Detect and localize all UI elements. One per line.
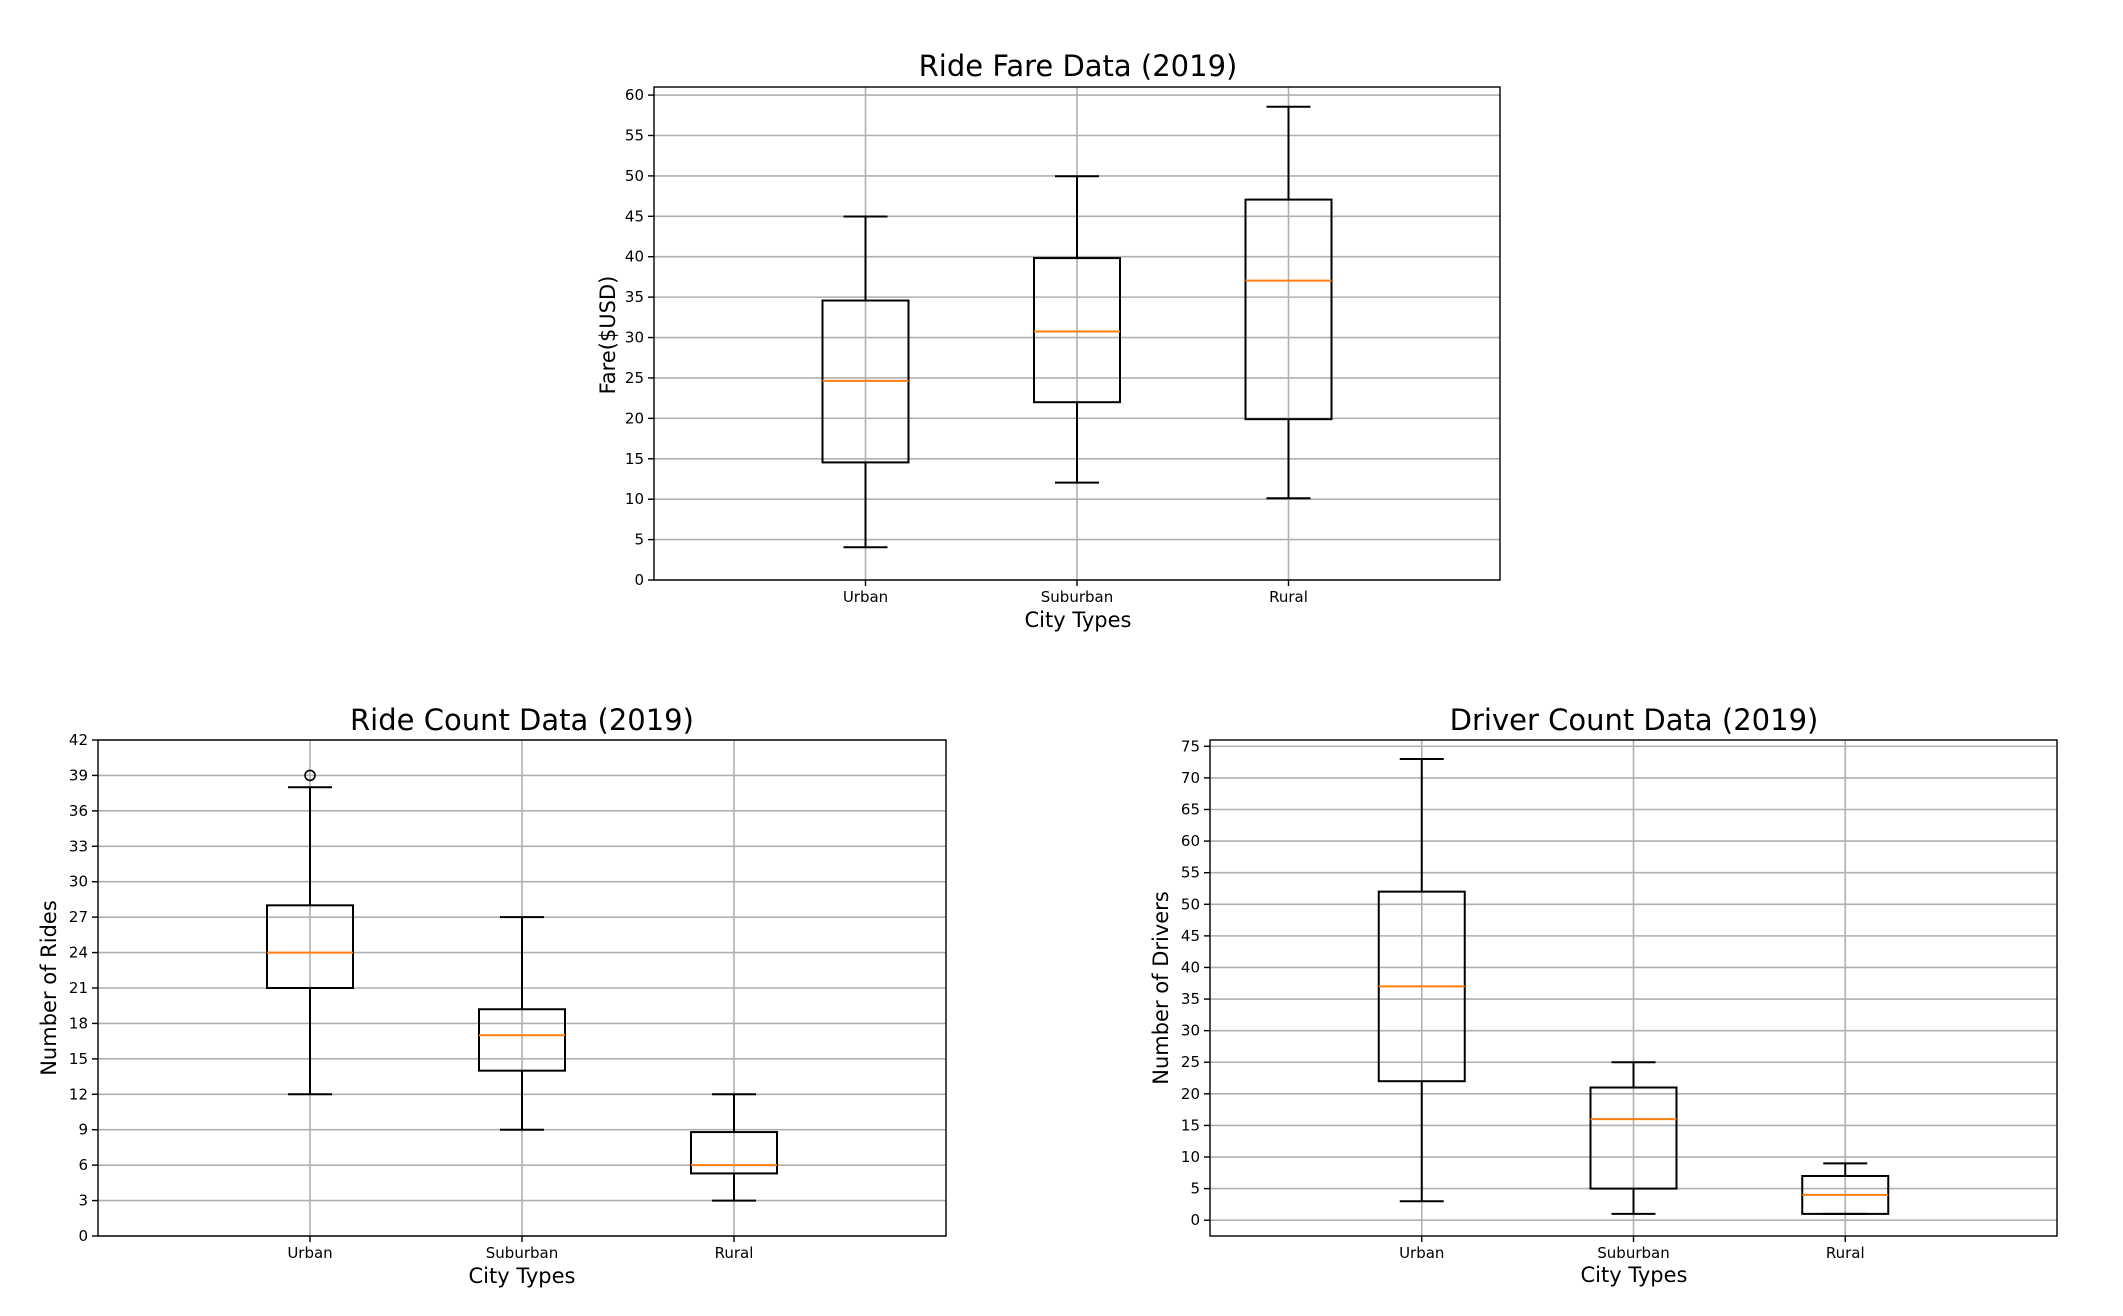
axes-frame bbox=[653, 86, 1501, 581]
ride-fare-box-plot: Ride Fare Data (2019) City Types Fare($U… bbox=[596, 49, 1501, 632]
y-tick-label: 39 bbox=[69, 766, 88, 784]
plot-area: 0 5 10 15 20 25 30 35 40 45 50 55 60 65 70 75 Urban Subur… bbox=[1181, 737, 2058, 1262]
y-tick-label: 15 bbox=[69, 1050, 88, 1068]
y-tick-label: 33 bbox=[69, 837, 88, 855]
ride-count-box-plot: Ride Count Data (2019) City Types Number… bbox=[37, 703, 947, 1288]
y-axis-label: Number of Rides bbox=[37, 900, 61, 1076]
y-tick-label: 60 bbox=[625, 86, 644, 104]
y-tick-label: 30 bbox=[1181, 1022, 1200, 1040]
y-tick-label: 10 bbox=[625, 490, 644, 508]
x-tick-label: Suburban bbox=[1041, 588, 1113, 606]
x-axis-label: City Types bbox=[1580, 1263, 1687, 1287]
y-tick-label: 5 bbox=[1190, 1180, 1200, 1198]
y-tick-label: 35 bbox=[625, 288, 644, 306]
y-tick-label: 75 bbox=[1181, 737, 1200, 755]
y-tick-label: 3 bbox=[78, 1192, 88, 1210]
y-axis-label: Fare($USD) bbox=[596, 276, 620, 395]
y-tick-label: 35 bbox=[1181, 990, 1200, 1008]
iqr-box bbox=[478, 1008, 566, 1072]
y-tick-label: 65 bbox=[1181, 801, 1200, 819]
iqr-box bbox=[690, 1131, 778, 1175]
y-tick-label: 5 bbox=[634, 531, 644, 549]
iqr-box bbox=[1589, 1086, 1678, 1190]
y-tick-label: 55 bbox=[1181, 864, 1200, 882]
axes-frame bbox=[1209, 739, 2058, 1237]
y-tick-label: 25 bbox=[625, 369, 644, 387]
y-tick-label: 0 bbox=[634, 571, 644, 589]
iqr-box bbox=[266, 904, 354, 989]
box-group-rural bbox=[690, 1093, 778, 1202]
y-tick-label: 45 bbox=[625, 207, 644, 225]
y-tick-label: 15 bbox=[625, 450, 644, 468]
box-group-rural bbox=[1801, 1162, 1890, 1215]
y-tick-label: 36 bbox=[69, 802, 88, 820]
chart-title: Ride Fare Data (2019) bbox=[919, 49, 1238, 83]
y-tick-label: 12 bbox=[69, 1085, 88, 1103]
x-axis-label: City Types bbox=[1024, 608, 1131, 632]
y-tick-label: 9 bbox=[78, 1121, 88, 1139]
x-tick-label: Urban bbox=[287, 1244, 332, 1262]
y-tick-label: 60 bbox=[1181, 832, 1200, 850]
box-group-urban bbox=[266, 769, 354, 1096]
box-group-suburban bbox=[478, 916, 566, 1131]
y-tick-label: 21 bbox=[69, 979, 88, 997]
box-group-urban bbox=[1377, 757, 1466, 1203]
y-tick-label: 20 bbox=[625, 409, 644, 427]
x-tick-label: Suburban bbox=[486, 1244, 558, 1262]
y-tick-label: 10 bbox=[1181, 1148, 1200, 1166]
axes-frame bbox=[97, 739, 947, 1237]
y-tick-label: 30 bbox=[625, 329, 644, 347]
y-tick-label: 24 bbox=[69, 944, 88, 962]
box-group-rural bbox=[1244, 105, 1333, 500]
box-group-urban bbox=[821, 215, 910, 549]
outlier-point bbox=[304, 769, 316, 782]
iqr-box bbox=[1033, 257, 1121, 404]
y-tick-label: 20 bbox=[1181, 1085, 1200, 1103]
y-axis-label: Number of Drivers bbox=[1149, 891, 1173, 1085]
chart-title: Ride Count Data (2019) bbox=[350, 703, 694, 737]
driver-count-box-plot: Driver Count Data (2019) City Types Numb… bbox=[1149, 703, 2058, 1287]
y-tick-label: 27 bbox=[69, 908, 88, 926]
box-group-suburban bbox=[1589, 1061, 1678, 1215]
x-tick-label: Rural bbox=[1269, 588, 1308, 606]
y-tick-label: 42 bbox=[69, 731, 88, 749]
y-tick-label: 50 bbox=[1181, 895, 1200, 913]
box-group-suburban bbox=[1033, 175, 1121, 484]
plot-area: 0 5 10 15 20 25 30 35 40 45 50 55 60 Urban Suburban Rur… bbox=[625, 86, 1501, 606]
y-tick-label: 18 bbox=[69, 1014, 88, 1032]
y-tick-label: 40 bbox=[625, 248, 644, 266]
x-tick-label: Rural bbox=[715, 1244, 754, 1262]
y-tick-label: 0 bbox=[78, 1227, 88, 1245]
x-tick-label: Rural bbox=[1826, 1244, 1865, 1262]
iqr-box bbox=[1244, 198, 1333, 421]
x-axis-label: City Types bbox=[468, 1264, 575, 1288]
y-tick-label: 50 bbox=[625, 167, 644, 185]
x-tick-label: Urban bbox=[1399, 1244, 1444, 1262]
y-tick-label: 6 bbox=[78, 1156, 88, 1174]
y-tick-label: 30 bbox=[69, 873, 88, 891]
y-tick-label: 25 bbox=[1181, 1053, 1200, 1071]
y-tick-label: 55 bbox=[625, 126, 644, 144]
y-tick-label: 70 bbox=[1181, 769, 1200, 787]
chart-title: Driver Count Data (2019) bbox=[1450, 703, 1819, 737]
y-tick-label: 15 bbox=[1181, 1116, 1200, 1134]
y-tick-label: 40 bbox=[1181, 958, 1200, 976]
x-tick-label: Urban bbox=[843, 588, 888, 606]
y-tick-label: 45 bbox=[1181, 927, 1200, 945]
x-tick-label: Suburban bbox=[1597, 1244, 1669, 1262]
y-tick-label: 0 bbox=[1190, 1211, 1200, 1229]
